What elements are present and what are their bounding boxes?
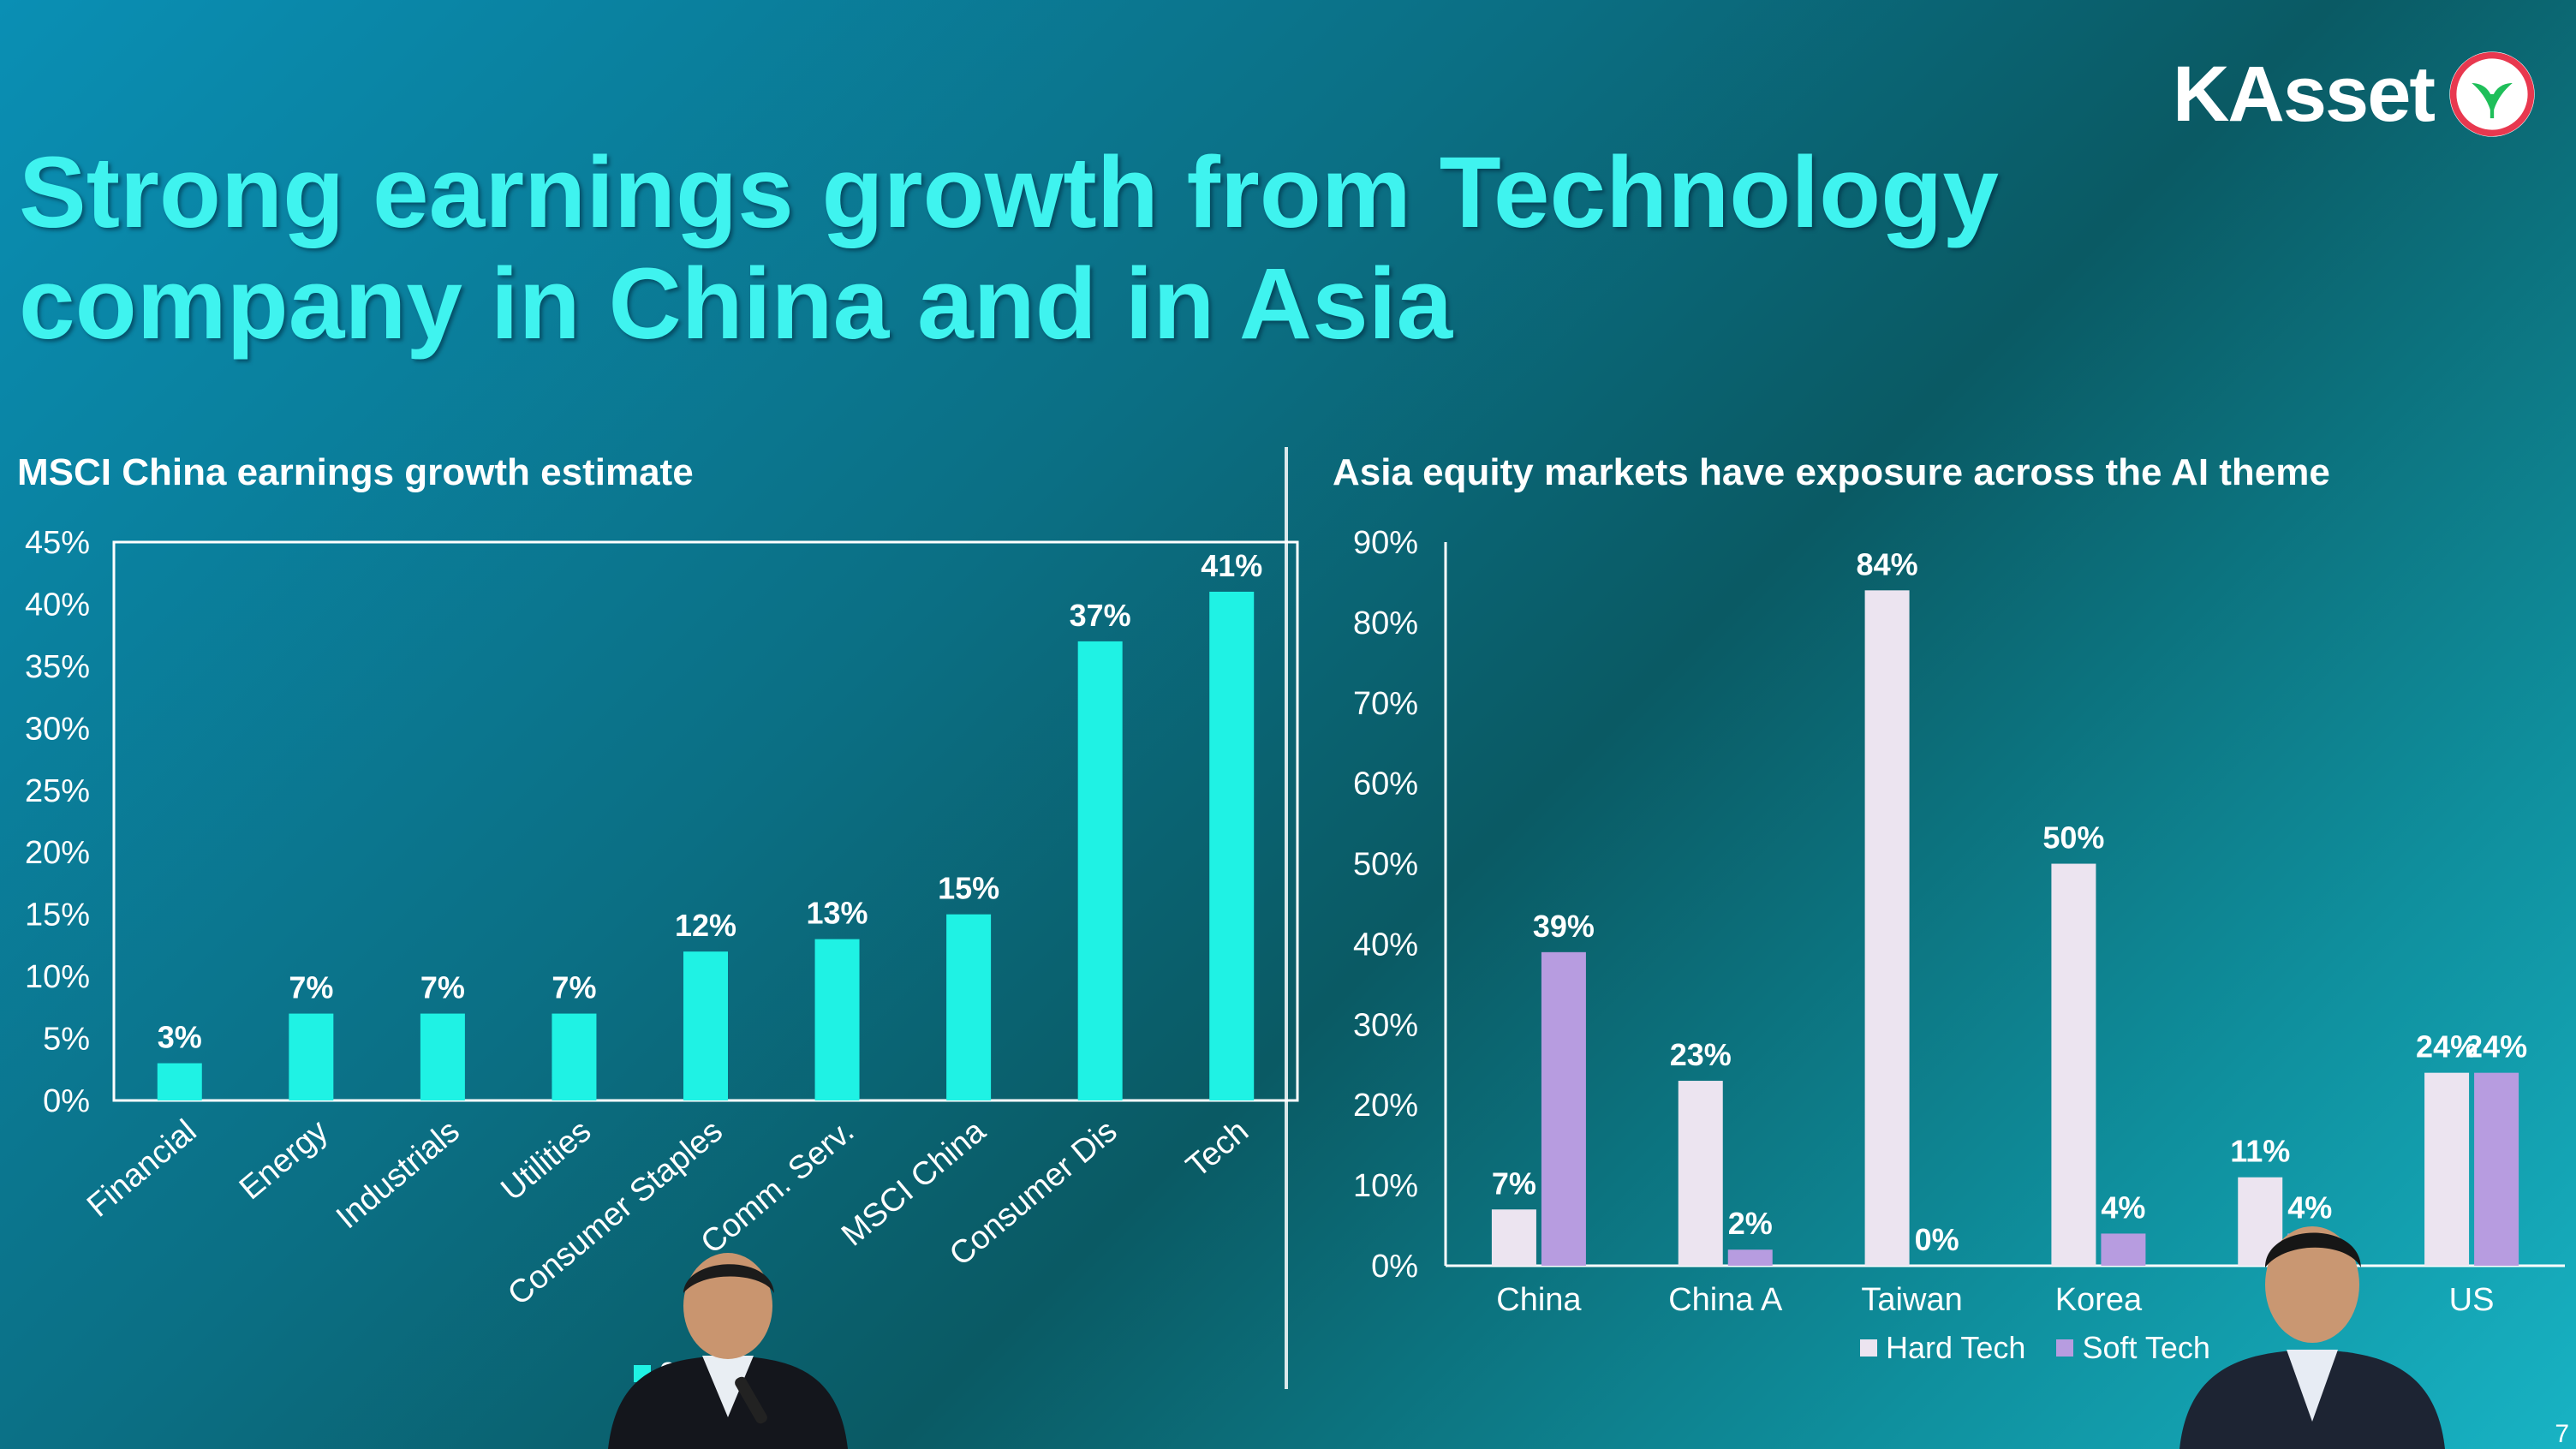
y-tick-label: 20% (25, 835, 90, 871)
right-chart-legend: Hard Tech Soft Tech (1860, 1330, 2210, 1366)
data-label: 24% (2466, 1029, 2527, 1064)
data-label: 84% (1857, 546, 1918, 581)
kasikorn-leaf-icon (2449, 51, 2535, 137)
bar-soft-tech (1727, 1249, 1773, 1266)
x-tick-label: China (1496, 1282, 1582, 1318)
y-tick-label: 25% (25, 773, 90, 809)
data-label: 11% (2230, 1134, 2290, 1169)
data-label: 23% (1670, 1037, 1732, 1072)
bar (289, 1013, 334, 1100)
slide-title: Strong earnings growth from Technology c… (19, 137, 1999, 360)
y-tick-label: 30% (25, 711, 90, 747)
data-label: 7% (1492, 1166, 1536, 1201)
y-tick-label: 60% (1353, 766, 1418, 802)
legend-swatch-hard-tech (1860, 1339, 1877, 1357)
bar (683, 951, 728, 1100)
data-label: 4% (2287, 1190, 2332, 1225)
bar (1209, 591, 1255, 1100)
legend-label-hard-tech: Hard Tech (1886, 1330, 2026, 1365)
x-tick-label: US (2449, 1282, 2495, 1318)
y-tick-label: 15% (25, 897, 90, 933)
bar (814, 939, 860, 1100)
bar (946, 914, 992, 1100)
legend-swatch-soft-tech (2056, 1339, 2074, 1357)
page-number: 7 (2555, 1420, 2569, 1448)
presenter-left-figure (608, 1253, 848, 1449)
x-tick-label: Korea (2055, 1282, 2143, 1318)
right-chart-title: Asia equity markets have exposure across… (1333, 451, 2330, 493)
y-tick-label: 35% (25, 649, 90, 685)
x-tick-label: China A (1668, 1282, 1783, 1318)
bar-hard-tech (1678, 1081, 1723, 1266)
data-label: 7% (420, 970, 465, 1005)
bar (420, 1013, 465, 1100)
data-label: 3% (158, 1020, 202, 1055)
bar-soft-tech (1541, 951, 1586, 1266)
data-label: 2% (1728, 1206, 1773, 1241)
bar-hard-tech (1864, 590, 1910, 1266)
logo-text: KAsset (2172, 50, 2436, 138)
data-label: 7% (552, 970, 596, 1005)
bar (552, 1013, 597, 1100)
chart-divider (1285, 447, 1288, 1389)
y-tick-label: 0% (43, 1083, 90, 1119)
slide-title-line-2: company in China and in Asia (19, 247, 1453, 361)
y-tick-label: 0% (1371, 1249, 1418, 1285)
data-label: 24% (2416, 1029, 2478, 1064)
y-tick-label: 45% (25, 525, 90, 561)
y-tick-label: 70% (1353, 686, 1418, 722)
bar-soft-tech (2474, 1072, 2519, 1266)
data-label: 4% (2101, 1190, 2145, 1225)
bar-soft-tech (2101, 1233, 2146, 1266)
y-tick-label: 90% (1353, 525, 1418, 561)
data-label: 7% (289, 970, 333, 1005)
legend-item-hard-tech: Hard Tech (1860, 1330, 2025, 1366)
y-tick-label: 30% (1353, 1007, 1418, 1043)
y-tick-label: 50% (1353, 847, 1418, 883)
legend-item-soft-tech: Soft Tech (2056, 1330, 2210, 1366)
x-tick-label: Taiwan (1861, 1282, 1962, 1318)
legend-label-soft-tech: Soft Tech (2082, 1330, 2210, 1365)
data-label: 13% (807, 896, 868, 931)
y-tick-label: 40% (1353, 927, 1418, 963)
kasset-logo: KAsset (2173, 43, 2538, 146)
data-label: 50% (2042, 820, 2104, 856)
slide-title-line-1: Strong earnings growth from Technology (19, 136, 1999, 249)
y-tick-label: 40% (25, 587, 90, 623)
data-label: 37% (1070, 598, 1131, 633)
data-label: 41% (1201, 548, 1262, 583)
bar (157, 1063, 202, 1100)
data-label: 0% (1915, 1222, 1959, 1257)
data-label: 39% (1533, 909, 1595, 944)
left-chart-title: MSCI China earnings growth estimate (17, 451, 694, 493)
y-tick-label: 10% (1353, 1168, 1418, 1204)
presenter-right-figure (2179, 1226, 2445, 1449)
bar-hard-tech (2051, 863, 2096, 1266)
y-tick-label: 10% (25, 959, 90, 995)
bar-hard-tech (1491, 1209, 1536, 1266)
data-label: 15% (938, 871, 999, 906)
bar (1077, 641, 1123, 1100)
y-tick-label: 5% (43, 1022, 90, 1058)
y-tick-label: 20% (1353, 1088, 1418, 1124)
y-tick-label: 80% (1353, 605, 1418, 641)
data-label: 12% (675, 908, 736, 943)
bar-hard-tech (2424, 1072, 2470, 1266)
